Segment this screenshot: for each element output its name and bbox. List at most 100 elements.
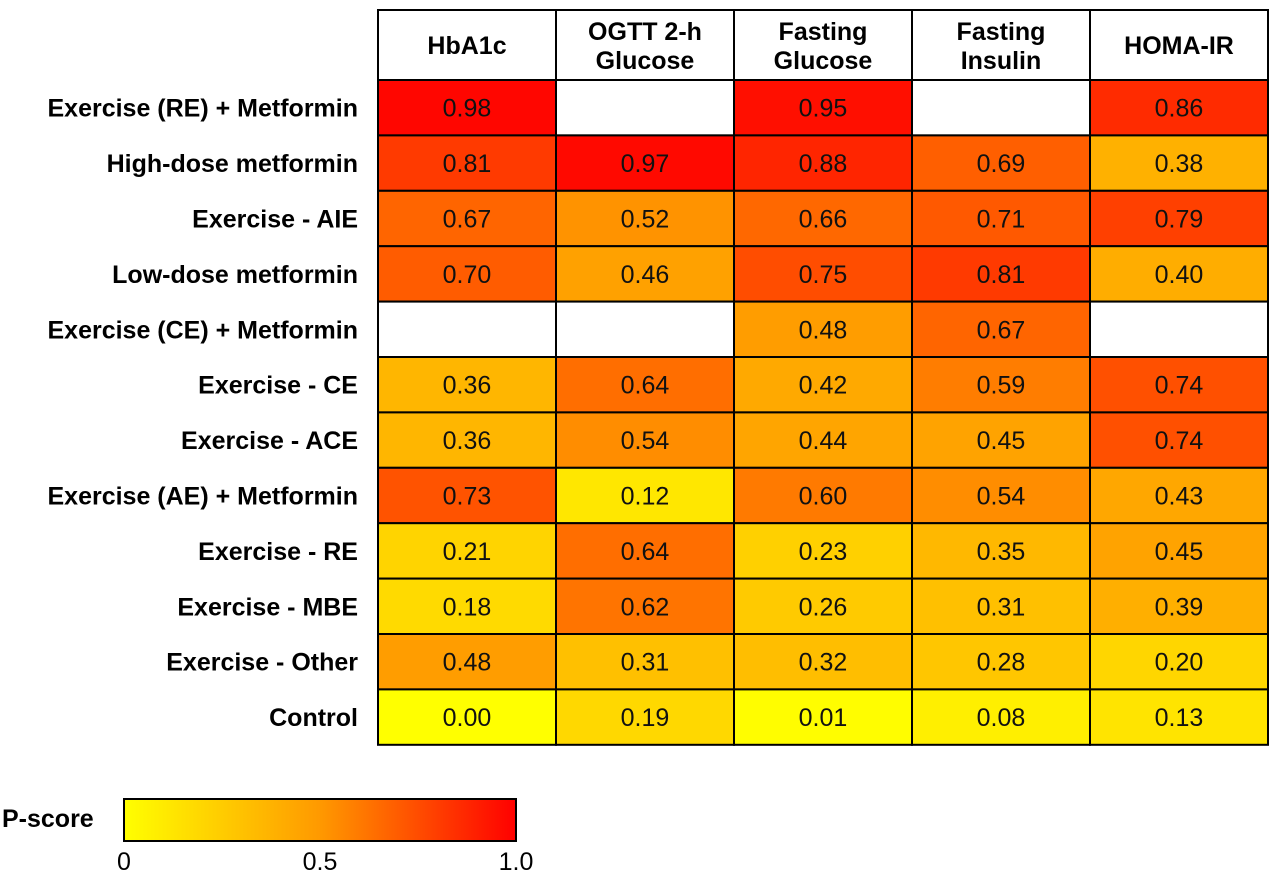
heatmap-cell: [733, 189, 913, 248]
cell-value-label: 0.73: [443, 483, 492, 511]
heatmap-cell: [1089, 688, 1269, 746]
heatmap-cell: [555, 577, 735, 635]
cell-value-label: 0.20: [1155, 649, 1204, 677]
heatmap-cell: [1089, 577, 1269, 635]
heatmap-cell: [733, 577, 913, 635]
cell-value-label: 0.97: [621, 150, 670, 178]
cell-value-label: 0.54: [977, 483, 1026, 511]
row-label-exercise-ce-metformin: Exercise (CE) + Metformin: [47, 316, 358, 344]
heatmap-cell: [555, 245, 735, 303]
cell-value-label: 0.95: [799, 95, 848, 123]
cell-value-label: 0.74: [1155, 372, 1204, 400]
cell-value-label: 0.66: [799, 206, 848, 234]
heatmap-cell: [1089, 522, 1269, 580]
heatmap-cell: [377, 79, 557, 137]
heatmap-cell: [377, 577, 557, 635]
heatmap-cell: [377, 688, 557, 746]
cell-value-label: 0.42: [799, 372, 848, 400]
cell-value-label: 0.59: [977, 372, 1026, 400]
cell-value-label: 0.81: [443, 150, 492, 178]
row-label-exercise-ae-metformin: Exercise (AE) + Metformin: [47, 483, 358, 511]
cell-value-label: 0.86: [1155, 95, 1204, 123]
legend-color-bar: [123, 798, 517, 842]
cell-value-label: 0.21: [443, 538, 492, 566]
cell-value-label: 0.08: [977, 704, 1026, 732]
legend-tick-min: 0: [117, 848, 131, 876]
color-legend: P-score 0 0.5 1.0: [2, 798, 533, 876]
row-label-exercise-ace: Exercise - ACE: [181, 427, 358, 455]
heatmap-cell: [911, 189, 1091, 248]
cell-group: 0.98 0.95 0.86 0.81 0.97 0.88 0.69 0.38 0.67 0.52…: [377, 79, 1269, 746]
heatmap-cell: [1089, 79, 1269, 137]
cell-value-label: 0.13: [1155, 704, 1204, 732]
cell-value-label: 0.31: [621, 649, 670, 677]
cell-value-label: 0.38: [1155, 150, 1204, 178]
cell-value-label: 0.36: [443, 372, 492, 400]
heatmap-cell: [377, 300, 557, 359]
legend-title: P-score: [2, 805, 94, 833]
heatmap-cell: [911, 688, 1091, 746]
row-label-group: Exercise (RE) + Metformin High-dose metfo…: [47, 95, 358, 732]
heatmap-cell: [555, 466, 735, 525]
cell-value-label: 0.67: [443, 206, 492, 234]
column-header-cell-ogtt-2-h-glucose: [555, 9, 735, 81]
cell-value-label: 0.18: [443, 593, 492, 621]
heatmap-cell: [377, 189, 557, 248]
cell-value-label: 0.54: [621, 427, 670, 455]
heatmap-cell: [377, 633, 557, 691]
cell-value-label: 0.81: [977, 261, 1026, 289]
column-header-cell-fasting-glucose: [733, 9, 913, 81]
column-label-homa-ir: HOMA-IR: [1124, 32, 1234, 60]
cell-value-label: 0.67: [977, 316, 1026, 344]
heatmap-cell: [911, 245, 1091, 303]
row-label-exercise-re: Exercise - RE: [198, 538, 358, 566]
heatmap-cell: [911, 356, 1091, 414]
cell-value-label: 0.48: [799, 316, 848, 344]
cell-value-label: 0.70: [443, 261, 492, 289]
cell-value-label: 0.44: [799, 427, 848, 455]
row-label-high-dose-metformin: High-dose metformin: [107, 150, 358, 178]
cell-value-label: 0.31: [977, 593, 1026, 621]
heatmap-cell: [733, 245, 913, 303]
row-label-exercise-ce: Exercise - CE: [198, 372, 358, 400]
heatmap-cell: [733, 522, 913, 580]
heatmap-cell: [555, 79, 735, 137]
cell-value-label: 0.00: [443, 704, 492, 732]
cell-value-label: 0.88: [799, 150, 848, 178]
row-label-exercise-aie: Exercise - AIE: [192, 206, 358, 234]
heatmap-cell: [911, 134, 1091, 192]
heatmap-cell: [733, 633, 913, 691]
heatmap-cell: [1089, 466, 1269, 525]
heatmap-cell: [555, 300, 735, 359]
row-label-exercise-re-metformin: Exercise (RE) + Metformin: [47, 95, 358, 123]
heatmap-cell: [377, 411, 557, 469]
cell-value-label: 0.23: [799, 538, 848, 566]
heatmap-cell: [911, 577, 1091, 635]
column-label-fasting-insulin: Fasting Insulin: [957, 18, 1046, 75]
heatmap-cell: [555, 522, 735, 580]
heatmap-cell: [377, 466, 557, 525]
cell-value-label: 0.48: [443, 649, 492, 677]
column-label-hba1c: HbA1c: [427, 32, 506, 60]
column-label-ogtt-2-h-glucose: OGTT 2-h Glucose: [588, 18, 702, 75]
cell-value-label: 0.45: [1155, 538, 1204, 566]
cell-value-label: 0.62: [621, 593, 670, 621]
cell-value-label: 0.39: [1155, 593, 1204, 621]
cell-value-label: 0.52: [621, 206, 670, 234]
cell-value-label: 0.40: [1155, 261, 1204, 289]
column-label-fasting-glucose: Fasting Glucose: [774, 18, 873, 75]
cell-value-label: 0.32: [799, 649, 848, 677]
heatmap-cell: [733, 356, 913, 414]
heatmap-cell: [911, 466, 1091, 525]
cell-value-label: 0.35: [977, 538, 1026, 566]
cell-value-label: 0.19: [621, 704, 670, 732]
heatmap-cell: [911, 633, 1091, 691]
cell-value-label: 0.98: [443, 95, 492, 123]
heatmap-cell: [377, 245, 557, 303]
cell-value-label: 0.12: [621, 483, 670, 511]
heatmap-cell: [555, 688, 735, 746]
cell-value-label: 0.64: [621, 538, 670, 566]
heatmap-cell: [1089, 633, 1269, 691]
heatmap-cell: [555, 134, 735, 192]
